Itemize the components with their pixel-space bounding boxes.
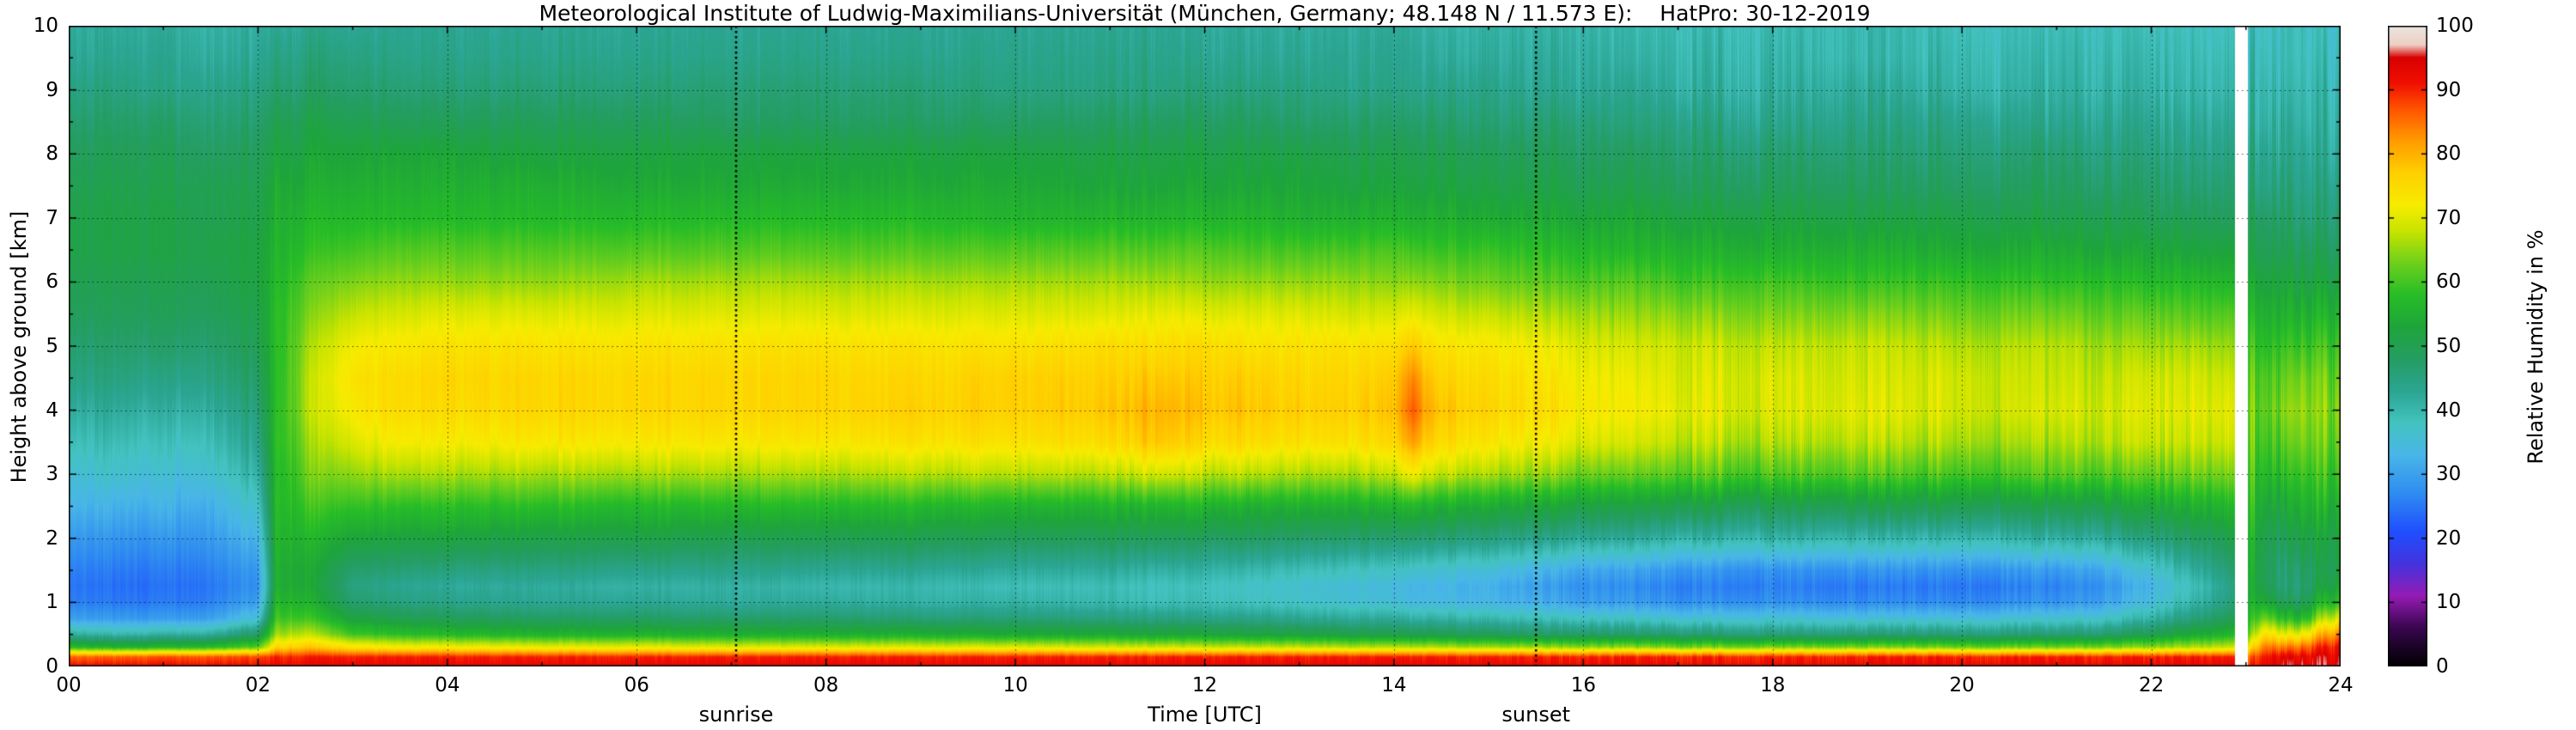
- x-tick-label: 22: [2138, 674, 2165, 697]
- colorbar-tick-label: 50: [2436, 335, 2462, 357]
- colorbar-label: Relative Humidity in %: [2524, 229, 2548, 465]
- x-tick-label: 24: [2328, 674, 2354, 697]
- y-tick-label: 5: [46, 335, 58, 357]
- x-tick-label: 02: [245, 674, 271, 697]
- colorbar-tick-label: 20: [2436, 526, 2462, 550]
- y-tick-label: 1: [46, 591, 58, 614]
- colorbar-tick-label: 40: [2436, 398, 2462, 422]
- x-axis-label: Time [UTC]: [1148, 703, 1262, 727]
- x-tick-label: 06: [624, 674, 649, 697]
- x-tick-label: 20: [1949, 674, 1975, 697]
- y-tick-label: 2: [46, 526, 58, 550]
- colorbar-tick-label: 60: [2436, 271, 2462, 294]
- y-tick-label: 6: [46, 271, 58, 294]
- y-tick-label: 4: [46, 398, 58, 422]
- x-tick-label: 12: [1191, 674, 1218, 697]
- x-tick-label: 04: [435, 674, 460, 697]
- x-tick-label: 10: [1002, 674, 1028, 697]
- x-tick-label: 16: [1570, 674, 1596, 697]
- x-tick-label: 00: [56, 674, 82, 697]
- colorbar-canvas: [2388, 26, 2427, 666]
- y-tick-label: 9: [46, 78, 58, 101]
- colorbar-tick-label: 80: [2436, 143, 2462, 166]
- sunrise-annotation: sunrise: [698, 703, 774, 727]
- x-tick-label: 14: [1381, 674, 1407, 697]
- colorbar-tick-label: 90: [2436, 78, 2462, 101]
- x-tick-label: 18: [1760, 674, 1786, 697]
- colorbar-tick-label: 100: [2436, 15, 2474, 37]
- y-tick-label: 3: [46, 463, 58, 486]
- sunset-annotation: sunset: [1501, 703, 1571, 727]
- y-tick-label: 0: [46, 655, 58, 678]
- x-tick-label: 08: [813, 674, 839, 697]
- colorbar-tick-label: 0: [2436, 655, 2449, 678]
- colorbar-tick-label: 10: [2436, 591, 2462, 614]
- colorbar-tick-label: 70: [2436, 206, 2462, 229]
- y-tick-label: 7: [46, 206, 58, 229]
- chart-title: Meteorological Institute of Ludwig-Maxim…: [539, 1, 1871, 26]
- colorbar-tick-label: 30: [2436, 463, 2462, 486]
- y-tick-label: 10: [33, 15, 58, 37]
- humidity-heatmap-canvas: [69, 26, 2341, 666]
- y-tick-label: 8: [46, 143, 58, 166]
